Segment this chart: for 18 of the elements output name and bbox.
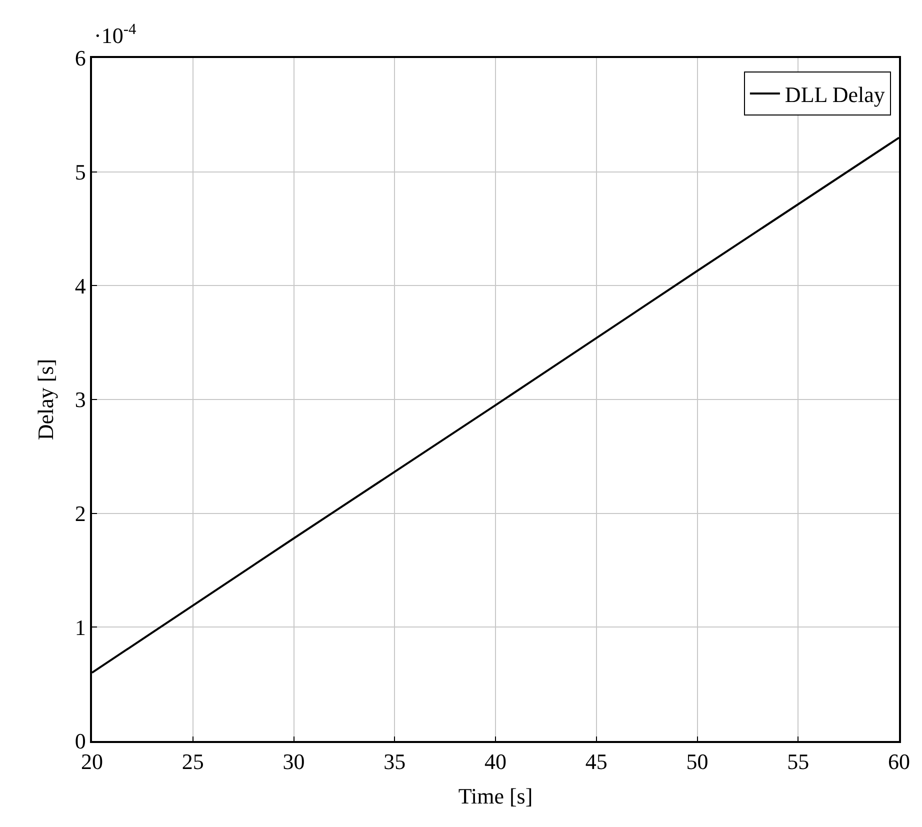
x-tick-label: 55 xyxy=(787,749,810,774)
y-tick-label: 4 xyxy=(74,273,86,298)
y-tick-label: 2 xyxy=(74,501,86,526)
x-tick-label: 40 xyxy=(484,749,506,774)
y-tick-label: 3 xyxy=(74,387,86,412)
x-tick-label: 25 xyxy=(182,749,204,774)
y-axis-title: Delay [s] xyxy=(33,358,58,440)
y-tick-label: 5 xyxy=(74,160,86,185)
x-axis-title: Time [s] xyxy=(458,784,533,809)
x-tick-label: 60 xyxy=(888,749,910,774)
y-tick-label: 1 xyxy=(74,614,86,640)
x-tick-label: 50 xyxy=(686,749,708,774)
y-tick-label: 6 xyxy=(74,46,86,71)
x-tick-label: 30 xyxy=(282,749,305,774)
x-tick-label: 45 xyxy=(585,749,608,774)
text: ·10$^{-4}$ xyxy=(94,21,136,48)
x-tick-label: 35 xyxy=(384,749,406,774)
legend-label: DLL Delay xyxy=(784,82,885,108)
